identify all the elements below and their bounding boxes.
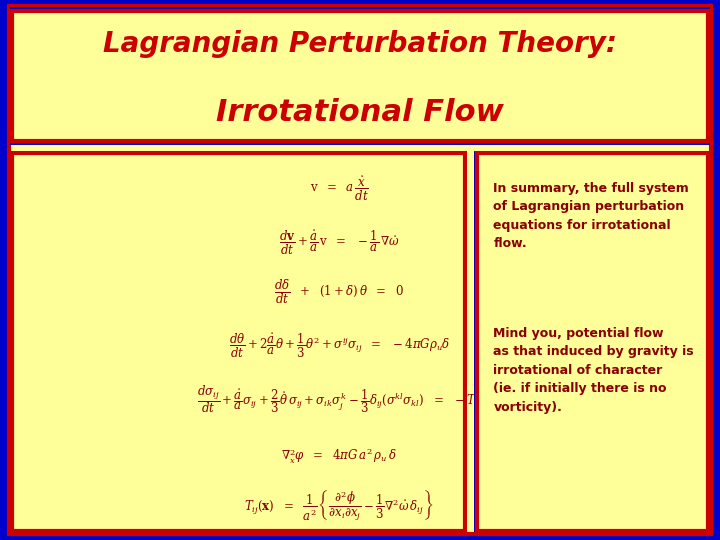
FancyBboxPatch shape [477, 153, 708, 531]
Text: Lagrangian Perturbation Theory:: Lagrangian Perturbation Theory: [103, 30, 617, 58]
FancyBboxPatch shape [12, 153, 465, 531]
FancyBboxPatch shape [12, 153, 465, 531]
Text: $\dfrac{d\theta}{dt} + 2\dfrac{\dot{a}}{a}\theta + \dfrac{1}{3}\theta^2 + \sigma: $\dfrac{d\theta}{dt} + 2\dfrac{\dot{a}}{… [228, 332, 450, 360]
FancyBboxPatch shape [12, 11, 708, 141]
FancyBboxPatch shape [12, 11, 708, 141]
FancyBboxPatch shape [477, 153, 708, 531]
Text: $\dfrac{d\delta}{dt}\ \ +\ \ (1+\delta)\,\theta\ \ =\ \ 0$: $\dfrac{d\delta}{dt}\ \ +\ \ (1+\delta)\… [274, 279, 405, 306]
Text: Irrotational Flow: Irrotational Flow [216, 98, 504, 126]
Text: $\nabla_x^2\varphi\ \ =\ \ 4\pi G\,a^2\,\rho_u\,\delta$: $\nabla_x^2\varphi\ \ =\ \ 4\pi G\,a^2\,… [282, 447, 397, 466]
Text: $T_{ij}(\mathbf{x})\ \ =\ \ \dfrac{1}{a^2}\left\{\dfrac{\partial^2\phi}{\partial: $T_{ij}(\mathbf{x})\ \ =\ \ \dfrac{1}{a^… [245, 489, 434, 523]
Text: Mind you, potential flow
as that induced by gravity is
irrotational of character: Mind you, potential flow as that induced… [493, 327, 694, 414]
Text: $\dfrac{d\mathbf{v}}{dt} + \dfrac{\dot{a}}{a}\,\mathrm{v}\ \ =\ \ -\dfrac{1}{a}\: $\dfrac{d\mathbf{v}}{dt} + \dfrac{\dot{a… [279, 229, 400, 256]
Text: $\mathrm{v}\ \ =\ \ a\,\dfrac{\dot{x}}{dt}$: $\mathrm{v}\ \ =\ \ a\,\dfrac{\dot{x}}{d… [310, 176, 369, 204]
Text: In summary, the full system
of Lagrangian perturbation
equations for irrotationa: In summary, the full system of Lagrangia… [493, 181, 689, 250]
Text: $\dfrac{d\sigma_{ij}}{dt} + \dfrac{\dot{a}}{a}\sigma_{ij} + \dfrac{2}{3}\dot{\th: $\dfrac{d\sigma_{ij}}{dt} + \dfrac{\dot{… [197, 383, 482, 415]
